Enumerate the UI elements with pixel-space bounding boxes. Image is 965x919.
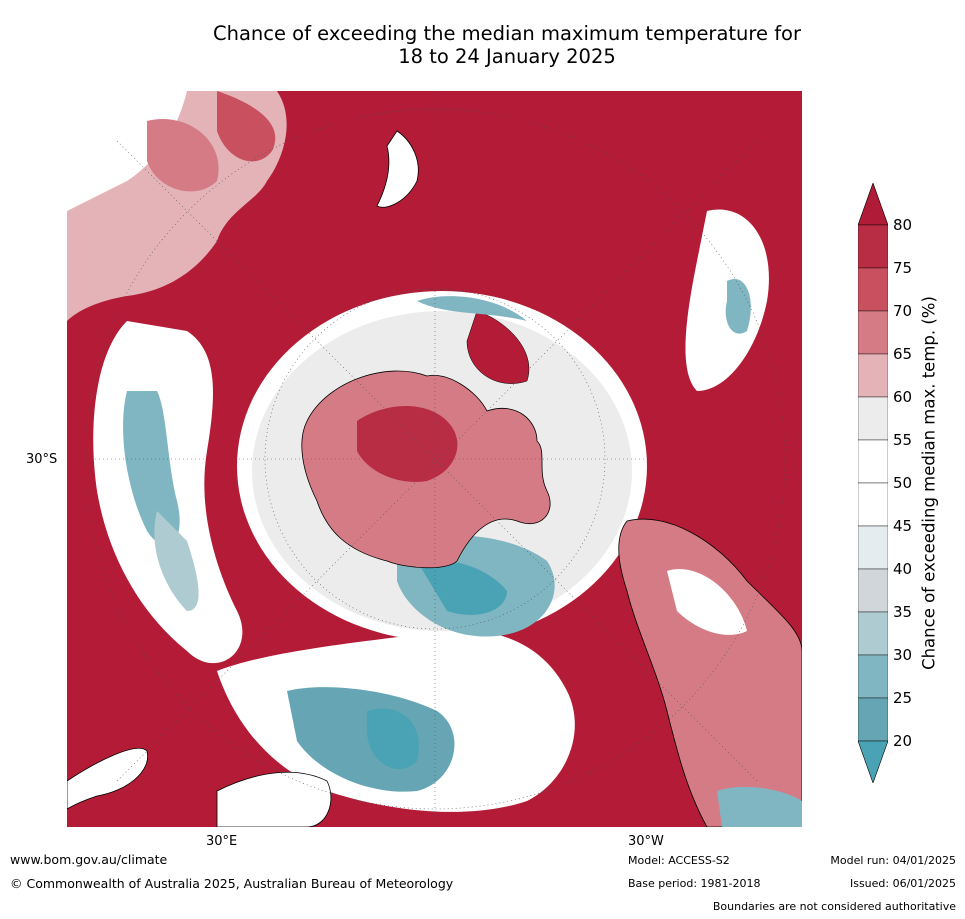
africa-south bbox=[67, 747, 149, 810]
colorbar-level-25-30 bbox=[858, 654, 888, 699]
colorbar-extend-high bbox=[858, 183, 888, 226]
colorbar-tick-55: 55 bbox=[893, 431, 913, 449]
colorbar-tick-65: 65 bbox=[893, 345, 913, 363]
region-indian-teal-2 bbox=[154, 511, 199, 611]
title-line-2: 18 to 24 January 2025 bbox=[398, 45, 616, 68]
region-sa-teal bbox=[717, 786, 802, 827]
colorbar-level-45-50 bbox=[858, 482, 888, 527]
colorbar-level-75-80 bbox=[858, 224, 888, 269]
colorbar-level-40-45 bbox=[858, 525, 888, 570]
footer-base-period: Base period: 1981-2018 bbox=[628, 877, 761, 890]
colorbar-level-65-70 bbox=[858, 310, 888, 355]
region-south-deep-teal bbox=[367, 708, 419, 770]
colorbar-level-55-60 bbox=[858, 396, 888, 441]
colorbar-level-70-75 bbox=[858, 267, 888, 312]
region-indian-teal-1 bbox=[123, 391, 180, 546]
colorbar-tick-75: 75 bbox=[893, 259, 913, 277]
colorbar-tick-70: 70 bbox=[893, 302, 913, 320]
colorbar-tick-20: 20 bbox=[893, 732, 913, 750]
map-canvas bbox=[67, 91, 802, 827]
footer-model: Model: ACCESS-S2 bbox=[628, 854, 730, 867]
colorbar-tick-45: 45 bbox=[893, 517, 913, 535]
colorbar-level-35-40 bbox=[858, 568, 888, 613]
colorbar bbox=[858, 183, 888, 783]
title-line-1: Chance of exceeding the median maximum t… bbox=[212, 22, 802, 45]
colorbar-label: Chance of exceeding median max. temp. (%… bbox=[919, 296, 939, 670]
new-zealand bbox=[376, 130, 419, 208]
colorbar-tick-25: 25 bbox=[893, 689, 913, 707]
colorbar-level-30-35 bbox=[858, 611, 888, 656]
region-sa-white bbox=[667, 569, 747, 635]
lon-label-30e: 30°E bbox=[206, 834, 238, 849]
colorbar-tick-60: 60 bbox=[893, 388, 913, 406]
graticule bbox=[67, 91, 802, 827]
footer-website[interactable]: www.bom.gov.au/climate bbox=[10, 852, 168, 867]
region-australia-east bbox=[217, 91, 276, 162]
lat-label-30s: 30°S bbox=[26, 452, 58, 467]
region-weddell-deep bbox=[417, 559, 507, 615]
footer-issued: Issued: 06/01/2025 bbox=[849, 877, 956, 890]
map-title: Chance of exceeding the median maximum t… bbox=[0, 22, 965, 68]
polar-map bbox=[67, 91, 802, 827]
colorbar-tick-30: 30 bbox=[893, 646, 913, 664]
lon-label-30w: 30°W bbox=[628, 834, 664, 849]
footer-copyright: © Commonwealth of Australia 2025, Austra… bbox=[10, 876, 454, 891]
region-pacific-teal bbox=[725, 279, 751, 334]
south-america bbox=[618, 518, 802, 827]
colorbar-level-50-55 bbox=[858, 439, 888, 484]
colorbar-tick-35: 35 bbox=[893, 603, 913, 621]
colorbar-tick-50: 50 bbox=[893, 474, 913, 492]
footer-model-run: Model run: 04/01/2025 bbox=[830, 854, 956, 867]
footer-disclaimer: Boundaries are not considered authoritat… bbox=[712, 900, 956, 913]
madagascar-region bbox=[216, 771, 332, 827]
colorbar-extend-low bbox=[858, 740, 888, 783]
colorbar-level-20-25 bbox=[858, 697, 888, 742]
colorbar-tick-40: 40 bbox=[893, 560, 913, 578]
antarctica-core bbox=[357, 406, 458, 482]
region-ross-teal bbox=[417, 296, 527, 321]
region-ross-sea bbox=[466, 310, 530, 384]
colorbar-tick-80: 80 bbox=[893, 216, 913, 234]
colorbar-level-60-65 bbox=[858, 353, 888, 398]
region-australia-mid bbox=[147, 119, 219, 192]
